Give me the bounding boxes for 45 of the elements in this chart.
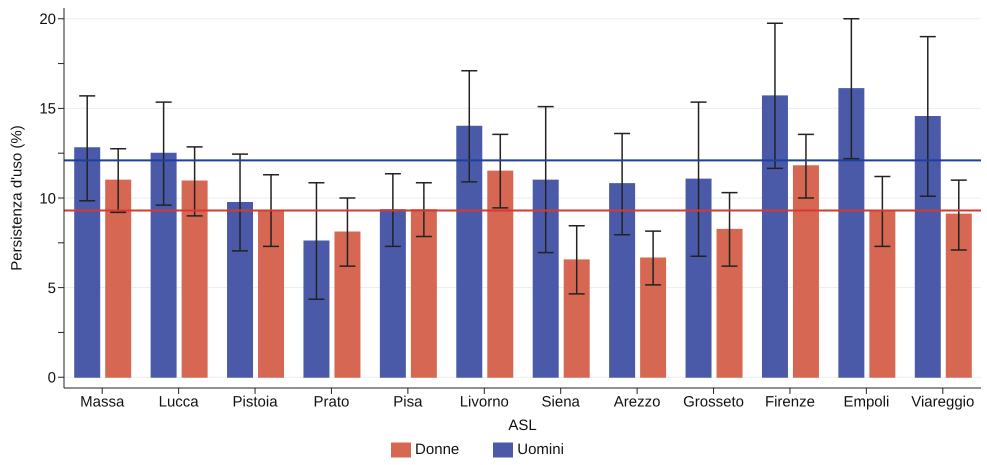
y-tick-label: 0 bbox=[48, 370, 56, 387]
x-tick-label: Firenze bbox=[764, 394, 815, 411]
bar bbox=[334, 232, 360, 378]
y-tick-label: 5 bbox=[48, 280, 56, 297]
bar bbox=[227, 202, 254, 378]
x-tick-label: Siena bbox=[542, 394, 581, 411]
bar bbox=[456, 126, 482, 378]
bar bbox=[838, 88, 864, 378]
legend-label: Uomini bbox=[517, 441, 564, 458]
y-axis-title: Persistenza d'uso (%) bbox=[8, 125, 26, 271]
bar bbox=[410, 209, 437, 378]
y-tick-label: 20 bbox=[39, 11, 56, 28]
x-tick-label: Grosseto bbox=[683, 394, 744, 411]
legend-label: Donne bbox=[415, 441, 460, 458]
x-axis-title: ASL bbox=[508, 417, 537, 434]
bar bbox=[686, 178, 712, 378]
bar bbox=[564, 259, 590, 378]
bar bbox=[914, 116, 941, 378]
x-tick-label: Lucca bbox=[158, 394, 200, 411]
bar bbox=[258, 210, 284, 378]
x-tick-label: Massa bbox=[80, 394, 125, 411]
x-tick-label: Prato bbox=[314, 394, 350, 411]
x-tick-label: Pisa bbox=[393, 394, 424, 411]
bar bbox=[487, 170, 514, 378]
bar bbox=[303, 240, 330, 378]
bar bbox=[380, 209, 406, 378]
bar bbox=[640, 258, 666, 378]
bar bbox=[182, 180, 208, 378]
bar bbox=[74, 147, 100, 378]
y-tick-label: 10 bbox=[39, 190, 56, 208]
x-tick-label: Arezzo bbox=[614, 394, 660, 411]
bar bbox=[150, 152, 177, 378]
bar bbox=[609, 183, 636, 378]
x-tick-label: Pistoia bbox=[232, 394, 278, 411]
bar bbox=[946, 214, 972, 378]
x-tick-label: Viareggio bbox=[911, 394, 974, 411]
bar bbox=[792, 165, 819, 378]
bar bbox=[869, 210, 896, 378]
bar bbox=[716, 228, 743, 378]
x-tick-label: Livorno bbox=[460, 394, 509, 411]
bar bbox=[532, 180, 559, 378]
bar bbox=[762, 95, 788, 378]
x-tick-label: Empoli bbox=[843, 394, 890, 411]
bar bbox=[105, 180, 132, 378]
y-tick-label: 15 bbox=[39, 100, 56, 118]
